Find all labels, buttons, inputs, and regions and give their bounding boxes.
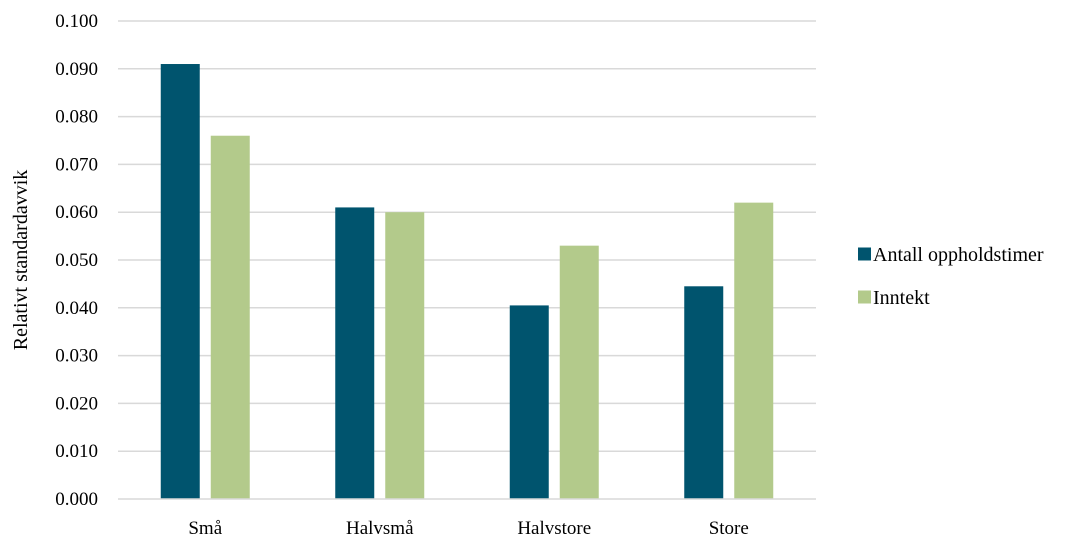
bar [160,64,200,500]
y-axis-title: Relativt standardavvik [10,170,32,351]
y-tick-label: 0.070 [55,154,98,175]
legend-label: Antall oppholdstimer [873,244,1044,266]
y-tick-label: 0.020 [55,393,98,414]
bar [210,135,250,499]
bar [684,286,724,499]
y-tick-label: 0.050 [55,250,98,271]
bar [509,305,549,499]
x-tick-label: Små [188,518,222,539]
x-tick-label: Halvstore [517,518,591,539]
y-tick-labels: 0.000 0.010 0.020 0.030 0.040 0.050 0.060 0.070… [55,11,98,510]
y-tick-label: 0.100 [55,11,98,32]
bars [160,64,774,500]
bar [335,207,375,500]
y-tick-label: 0.010 [55,441,98,462]
bar [559,245,599,499]
bar [385,212,425,499]
legend-label: Inntekt [873,287,930,309]
y-tick-label: 0.000 [55,489,98,510]
y-tick-label: 0.090 [55,59,98,80]
legend-swatch [858,247,871,261]
y-tick-label: 0.040 [55,298,98,319]
x-tick-label: Store [709,518,749,539]
y-tick-label: 0.060 [55,202,98,223]
bar [734,202,774,499]
y-tick-label: 0.080 [55,107,98,128]
x-tick-labels: Små Halvsmå Halvstore Store [188,518,748,539]
x-tick-label: Halvsmå [346,518,414,539]
y-tick-label: 0.030 [55,346,98,367]
legend: Antall oppholdstimer Inntekt [858,244,1044,309]
legend-swatch [858,290,871,304]
